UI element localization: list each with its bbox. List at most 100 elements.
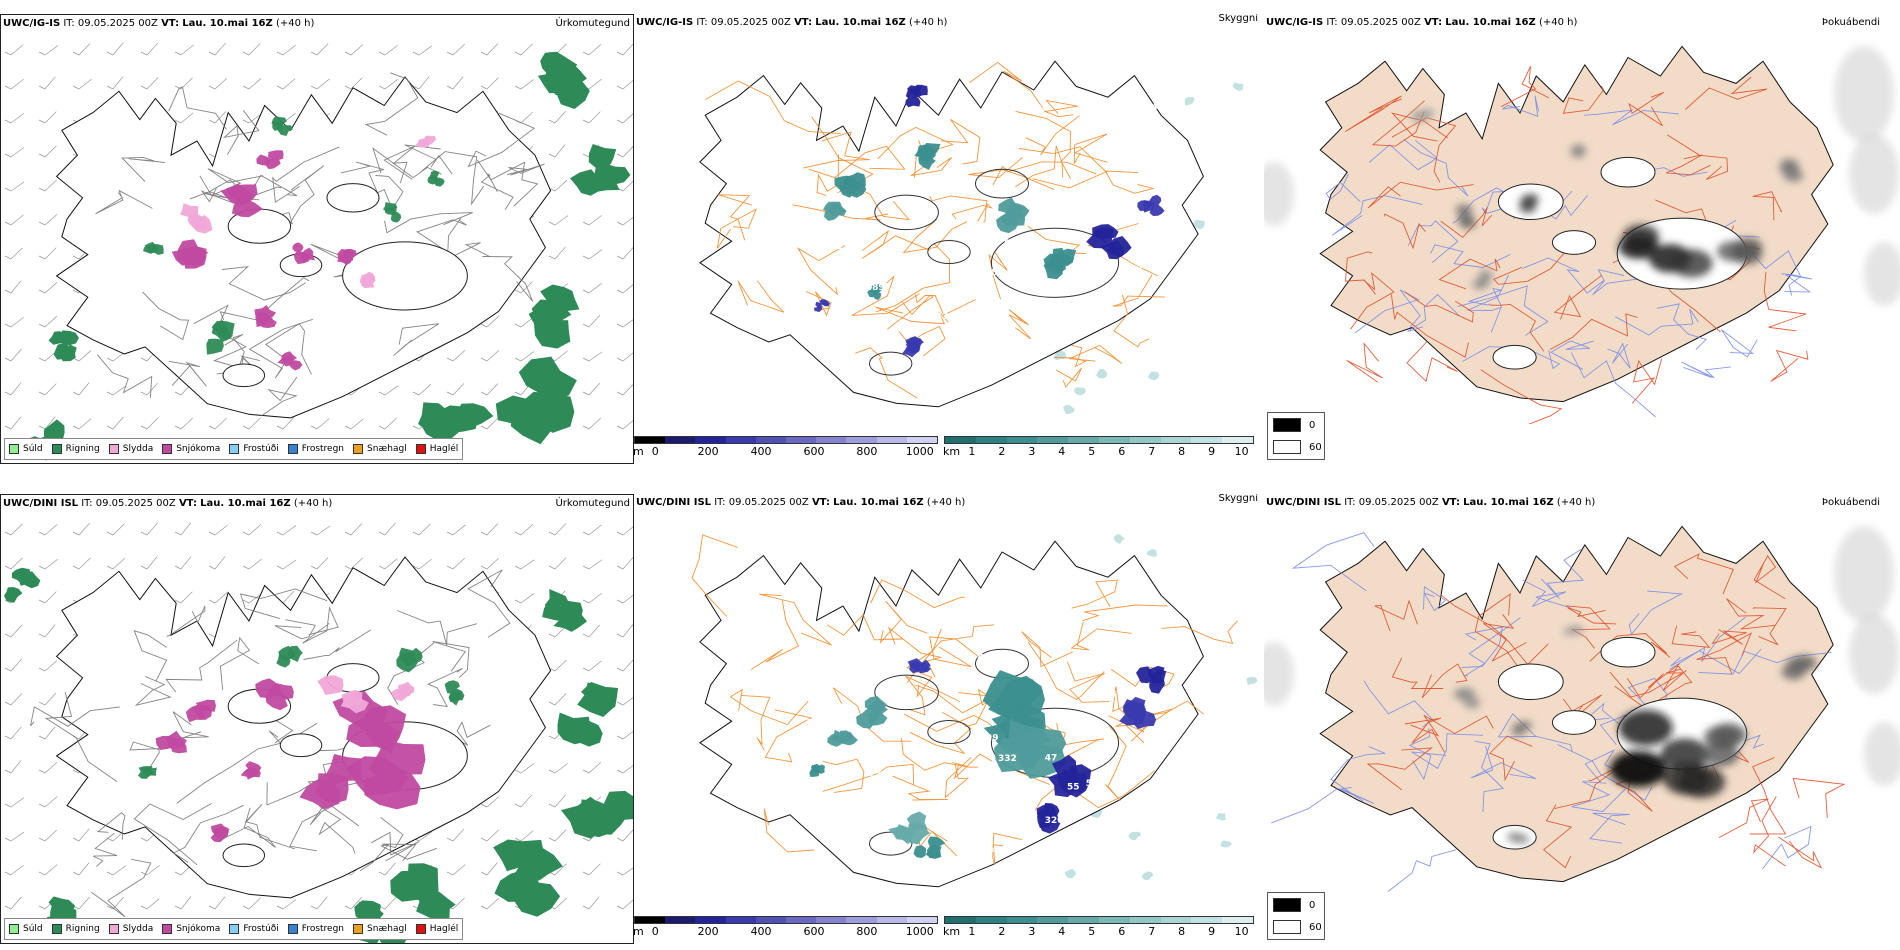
colorbar-bin xyxy=(665,437,696,443)
legend-item: Frostregn xyxy=(287,444,345,454)
legend-item: Súld xyxy=(9,924,43,934)
colorbar-tick: 1000 xyxy=(905,925,934,938)
map-canvas xyxy=(1264,525,1900,893)
legend-item: Frostúði xyxy=(229,924,279,934)
fog-legend-row: 0 xyxy=(1273,418,1315,432)
cloudbase-label: 320 xyxy=(1045,816,1064,826)
colorbar-tick: 800 xyxy=(856,445,878,458)
colorbar-bin xyxy=(1129,437,1161,443)
cloudbase-labels: 332 266 650 227 229 268 480 145 87 57 42 77 55 20 71 47… xyxy=(806,581,1132,856)
colorbar-tick: 800 xyxy=(856,925,878,938)
colorbar-bin xyxy=(1006,917,1038,923)
map-header: UWC/IG-IS IT: 09.05.2025 00Z VT: Lau. 10… xyxy=(1266,17,1578,28)
colorbar-bin xyxy=(945,917,976,923)
colorbar-bin xyxy=(695,437,726,443)
colorbar-tick: 3 xyxy=(1028,445,1036,458)
colorbar-bin xyxy=(846,437,877,443)
cloudbase-label: 42 xyxy=(877,126,890,136)
fog-legend-row: 60 xyxy=(1273,440,1322,454)
fog-legend-label: 60 xyxy=(1309,441,1322,453)
colorbar-bin xyxy=(1068,437,1099,443)
legend-label: Frostúði xyxy=(243,444,279,454)
colorbar-bin xyxy=(635,917,666,923)
cloudbase-label: 229 xyxy=(980,733,999,743)
legend-label: Haglél xyxy=(429,444,459,454)
colorbar-bin xyxy=(1160,917,1192,923)
colorbar-tick: 8 xyxy=(1178,445,1186,458)
panel-title: Þokuábendi xyxy=(1821,17,1880,28)
colorbar-bin xyxy=(786,437,817,443)
cloudbase-label: 71 xyxy=(1068,581,1081,591)
map-canvas: 332 266 650 227 229 268 480 145 87 57 42 77 55 20 71 47… xyxy=(691,534,1258,888)
legend-item: Súld xyxy=(9,444,43,454)
cloudbase-labels: 43 66 268 57 650 489 46 94 22 42 12 42 16 76 43 19 xyxy=(829,103,1163,322)
legend-swatch xyxy=(287,444,298,454)
colorbar-tick: 7 xyxy=(1148,925,1156,938)
cloudbase-label: 57 xyxy=(1086,779,1099,789)
legend-label: Frostregn xyxy=(301,444,345,454)
colorbar-strip xyxy=(634,916,938,924)
panel-title: Skyggni xyxy=(1218,494,1258,504)
colorbar-bin xyxy=(1037,437,1069,443)
fog-legend-swatch xyxy=(1273,920,1301,934)
colorbar-bin xyxy=(1098,917,1130,923)
colorbar-bin xyxy=(786,917,817,923)
visibility-colorbar: km 1 2 3 4 5 6 7 8 9 10 xyxy=(943,436,1254,458)
legend-item: Snjókoma xyxy=(162,924,220,934)
colorbar-bin xyxy=(1098,437,1130,443)
legend-item: Haglél xyxy=(415,924,458,934)
map-header: UWC/DINI ISL IT: 09.05.2025 00Z VT: Lau.… xyxy=(3,498,333,509)
legend-label: Snjókoma xyxy=(176,924,221,934)
colorbar-tick: 10 xyxy=(1234,445,1249,458)
colorbar-tick: 6 xyxy=(1118,445,1126,458)
colorbar-bin xyxy=(816,917,847,923)
colorbar-bin xyxy=(695,917,726,923)
colorbar-tick: 9 xyxy=(1208,445,1216,458)
legend-label: Snæhagl xyxy=(367,924,407,934)
cloudbase-label: 268 xyxy=(979,268,998,278)
legend-swatch xyxy=(229,924,240,934)
legend-label: Slydda xyxy=(122,444,154,454)
cloudbase-label: 77 xyxy=(869,769,882,779)
colorbar-tick: 1 xyxy=(968,925,976,938)
visibility-map-top: UWC/IG-IS IT: 09.05.2025 00Z VT: Lau. 10… xyxy=(634,14,1264,464)
colorbar-bin xyxy=(635,437,666,443)
panel-title: Þokuábendi xyxy=(1821,497,1880,508)
cloudbase-label: 87 xyxy=(1120,625,1133,635)
colorbar-tick: 600 xyxy=(803,925,825,938)
colorbar-bin xyxy=(1129,917,1161,923)
legend-item: Rigning xyxy=(51,924,100,934)
cloudbase-label: 650 xyxy=(994,599,1013,609)
colorbar-unit: m xyxy=(634,445,644,458)
panel-title: Úrkomutegund xyxy=(555,18,630,29)
fog-legend-label: 0 xyxy=(1309,899,1316,911)
colorbar-bin xyxy=(945,437,976,443)
colorbar-bin xyxy=(1068,917,1099,923)
colorbar-bin xyxy=(725,437,756,443)
visibility-field xyxy=(814,84,1165,358)
legend-item: Slydda xyxy=(108,444,154,454)
colorbar-unit: km xyxy=(943,445,961,458)
colorbar-tick: 5 xyxy=(1088,445,1096,458)
legend-label: Frostúði xyxy=(243,924,279,934)
cloudbase-label: 66 xyxy=(1131,213,1144,223)
map-canvas: 43 66 268 57 650 489 46 94 22 42 12 42 16 76 43 19 xyxy=(699,60,1244,415)
map-header: UWC/IG-IS IT: 09.05.2025 00Z VT: Lau. 10… xyxy=(3,18,315,29)
legend-swatch xyxy=(353,444,364,454)
map-canvas xyxy=(4,522,633,943)
colorbar-bin xyxy=(975,437,1007,443)
colorbar-tick: 600 xyxy=(803,445,825,458)
fog-legend-swatch xyxy=(1273,418,1301,432)
legend-label: Rigning xyxy=(65,924,100,934)
colorbar-bin xyxy=(846,917,877,923)
fog-map-bottom: UWC/DINI ISL IT: 09.05.2025 00Z VT: Lau.… xyxy=(1264,494,1900,944)
colorbar-bin xyxy=(876,917,907,923)
cloudbase-label: 332 xyxy=(998,754,1017,764)
colorbar-bin xyxy=(876,437,907,443)
legend-label: Slydda xyxy=(122,924,154,934)
legend-swatch xyxy=(51,444,62,454)
colorbar-bin xyxy=(755,917,787,923)
cloudbase-label: 12 xyxy=(1034,104,1047,114)
colorbar-tick: 400 xyxy=(750,445,772,458)
legend-item: Frostregn xyxy=(287,924,344,934)
